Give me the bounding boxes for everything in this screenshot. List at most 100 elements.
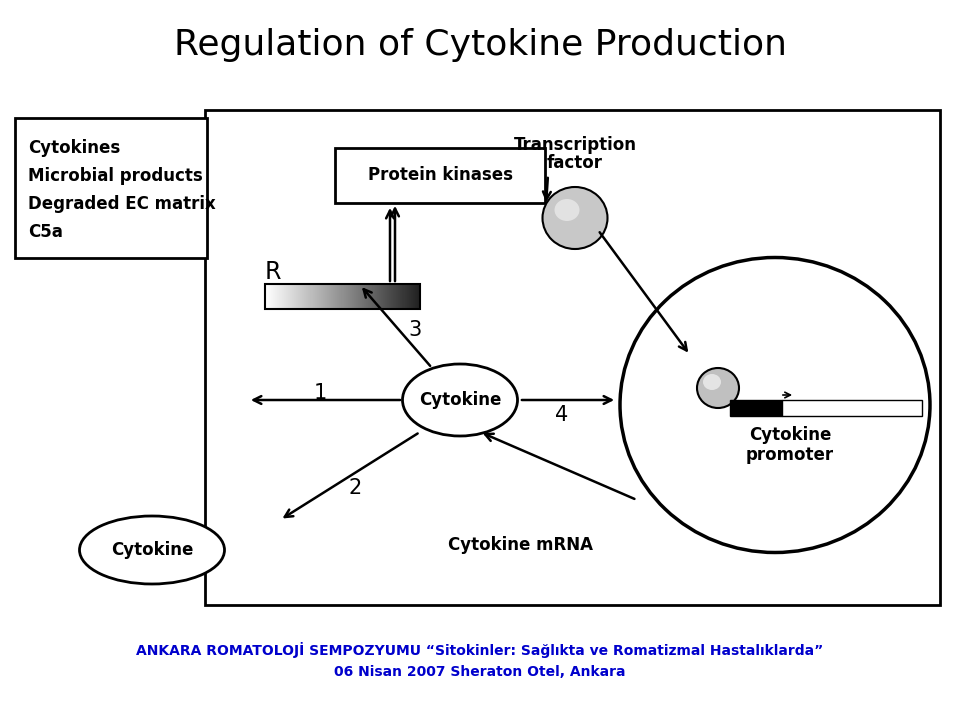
Bar xyxy=(345,284,347,309)
Text: Regulation of Cytokine Production: Regulation of Cytokine Production xyxy=(174,28,786,62)
Bar xyxy=(367,284,368,309)
Bar xyxy=(297,284,299,309)
Bar xyxy=(324,284,326,309)
Bar xyxy=(327,284,328,309)
Bar xyxy=(363,284,365,309)
Bar xyxy=(291,284,293,309)
Text: Microbial products: Microbial products xyxy=(28,167,203,185)
Text: 3: 3 xyxy=(408,320,421,340)
Bar xyxy=(360,284,362,309)
Bar xyxy=(362,284,364,309)
Bar xyxy=(418,284,420,309)
Bar xyxy=(281,284,283,309)
Bar xyxy=(317,284,318,309)
Ellipse shape xyxy=(402,364,517,436)
Bar xyxy=(401,284,403,309)
Bar xyxy=(351,284,353,309)
Bar xyxy=(411,284,412,309)
Bar xyxy=(378,284,380,309)
Bar xyxy=(337,284,339,309)
Bar xyxy=(414,284,416,309)
Bar xyxy=(283,284,285,309)
Bar xyxy=(308,284,310,309)
Bar xyxy=(271,284,273,309)
Bar xyxy=(294,284,296,309)
Text: Protein kinases: Protein kinases xyxy=(368,166,513,184)
Bar xyxy=(336,284,338,309)
Bar xyxy=(316,284,317,309)
Bar xyxy=(390,284,392,309)
Bar xyxy=(348,284,349,309)
Bar xyxy=(321,284,323,309)
Bar xyxy=(323,284,324,309)
Text: promoter: promoter xyxy=(746,446,834,464)
Bar xyxy=(782,400,922,416)
Text: 1: 1 xyxy=(313,383,326,403)
Bar xyxy=(311,284,313,309)
Bar xyxy=(314,284,315,309)
Bar xyxy=(385,284,386,309)
Bar xyxy=(304,284,306,309)
Bar xyxy=(284,284,286,309)
Bar xyxy=(410,284,411,309)
Bar xyxy=(278,284,280,309)
Bar xyxy=(342,284,343,309)
Bar xyxy=(395,284,396,309)
Bar xyxy=(412,284,413,309)
Bar xyxy=(289,284,290,309)
Bar xyxy=(361,284,363,309)
Bar xyxy=(375,284,377,309)
Bar xyxy=(333,284,335,309)
Bar xyxy=(405,284,407,309)
Bar xyxy=(267,284,269,309)
Bar xyxy=(353,284,354,309)
Ellipse shape xyxy=(555,199,580,221)
Bar xyxy=(346,284,348,309)
Bar xyxy=(268,284,270,309)
Bar xyxy=(403,284,405,309)
Bar xyxy=(265,284,420,309)
Bar xyxy=(282,284,284,309)
Bar xyxy=(343,284,344,309)
Bar xyxy=(404,284,406,309)
Bar xyxy=(389,284,391,309)
Bar xyxy=(319,284,321,309)
Bar xyxy=(277,284,279,309)
Bar xyxy=(287,284,288,309)
Bar xyxy=(306,284,308,309)
Bar xyxy=(371,284,372,309)
Bar xyxy=(273,284,274,309)
Bar xyxy=(331,284,333,309)
Bar xyxy=(330,284,331,309)
Bar xyxy=(295,284,297,309)
Bar xyxy=(347,284,348,309)
Bar xyxy=(350,284,352,309)
Bar xyxy=(338,284,340,309)
Bar xyxy=(372,284,373,309)
Bar xyxy=(309,284,311,309)
Bar xyxy=(391,284,393,309)
Ellipse shape xyxy=(697,368,739,408)
Bar xyxy=(320,284,322,309)
Bar xyxy=(364,284,366,309)
Bar xyxy=(302,284,303,309)
Bar xyxy=(374,284,376,309)
Bar xyxy=(274,284,275,309)
Bar xyxy=(413,284,415,309)
Bar xyxy=(407,284,408,309)
Bar xyxy=(313,284,314,309)
Bar xyxy=(415,284,417,309)
Bar xyxy=(15,118,207,258)
Bar xyxy=(365,284,367,309)
Bar xyxy=(356,284,357,309)
Bar xyxy=(354,284,355,309)
Text: Cytokines: Cytokines xyxy=(28,139,120,157)
Bar xyxy=(416,284,418,309)
Text: ANKARA ROMATOLOJİ SEMPOZYUMU “Sitokinler: Sağlıkta ve Romatizmal Hastalıklarda”: ANKARA ROMATOLOJİ SEMPOZYUMU “Sitokinler… xyxy=(136,642,824,658)
Text: Cytokine: Cytokine xyxy=(419,391,501,409)
Bar xyxy=(292,284,294,309)
Bar xyxy=(318,284,320,309)
Bar xyxy=(322,284,324,309)
Text: 2: 2 xyxy=(348,478,362,498)
Text: factor: factor xyxy=(547,154,603,172)
